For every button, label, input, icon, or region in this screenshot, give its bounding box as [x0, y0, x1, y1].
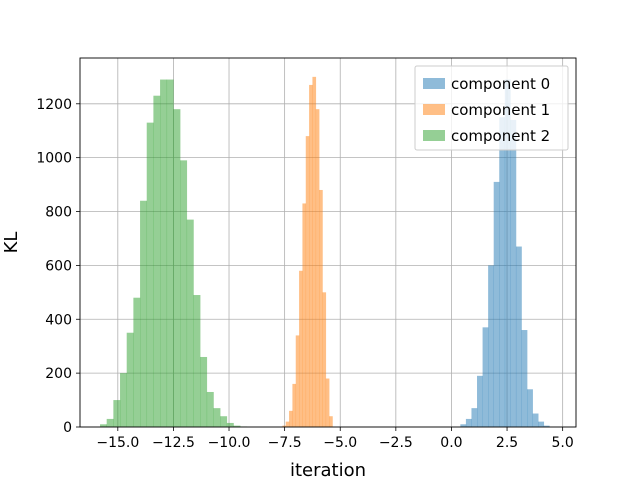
histogram-bar — [477, 375, 483, 427]
histogram-bar — [233, 425, 241, 427]
histogram-bar — [312, 76, 317, 428]
x-tick-label: −15.0 — [96, 435, 139, 451]
histogram-bar — [226, 422, 234, 427]
histogram-bar — [292, 383, 297, 427]
histogram-bar — [153, 95, 161, 427]
y-tick-label: 200 — [45, 366, 72, 382]
histogram-bar — [299, 270, 303, 427]
histogram-bar — [302, 203, 307, 427]
legend-swatch — [423, 78, 445, 89]
histogram-bar — [140, 200, 148, 427]
histogram-bar — [285, 421, 290, 427]
series-2-bars — [100, 79, 248, 428]
legend-box — [414, 65, 569, 151]
y-tick-label: 0 — [63, 420, 72, 436]
histogram-bar — [493, 181, 500, 427]
histogram-bar — [100, 424, 107, 427]
histogram-bar — [289, 410, 293, 427]
histogram-bar — [166, 79, 174, 427]
histogram-bar — [180, 160, 188, 427]
histogram-bars — [100, 76, 550, 428]
histogram-bar — [515, 246, 522, 427]
histogram-bar — [160, 79, 168, 427]
histogram-bar — [146, 122, 154, 427]
histogram-bar — [213, 408, 221, 427]
histogram-bar — [220, 416, 228, 427]
y-axis-label: KL — [1, 232, 22, 254]
histogram-bar — [488, 265, 495, 427]
x-tick-label: −12.5 — [152, 435, 195, 451]
histogram-bar — [325, 378, 330, 427]
legend-entry-label: component 0 — [451, 75, 550, 93]
histogram-bar — [460, 424, 467, 427]
series-1-bars — [282, 76, 333, 428]
legend-entry-label: component 1 — [451, 101, 550, 119]
plot-frame — [79, 57, 577, 428]
histogram-bar — [482, 327, 489, 427]
x-tick-label: 0.0 — [440, 435, 462, 451]
histogram-bar — [329, 416, 333, 427]
y-axis-ticks: 0 200 400 600 800 1000 1200 — [36, 97, 80, 436]
histogram-bar — [538, 421, 545, 427]
histogram-bar — [465, 418, 472, 427]
histogram-bar — [499, 117, 506, 427]
x-tick-label: 5.0 — [552, 435, 574, 451]
legend-swatch — [423, 130, 445, 141]
histogram-bar — [206, 391, 214, 427]
histogram-bar — [193, 295, 201, 427]
y-tick-label: 1200 — [36, 97, 72, 113]
x-axis-ticks: −15.0 −12.5 −10.0 −7.5 −5.0 −2.5 0.0 2.5 5.0 — [96, 427, 574, 451]
y-tick-label: 800 — [45, 205, 72, 221]
x-tick-label: −10.0 — [208, 435, 251, 451]
histogram-bar — [527, 389, 533, 427]
histogram-bar — [295, 335, 300, 427]
histogram-bar — [504, 79, 511, 427]
x-axis-label: iteration — [290, 460, 366, 480]
histogram-bar — [200, 356, 208, 427]
histogram-bar — [319, 189, 323, 427]
x-tick-label: −5.0 — [323, 435, 357, 451]
histogram-bar — [521, 330, 528, 427]
legend: component 0 component 1 component 2 — [414, 65, 569, 151]
histogram-bar — [543, 425, 550, 427]
series-0-bars — [460, 79, 550, 427]
histogram-bar — [282, 425, 287, 427]
histogram-bar — [113, 400, 121, 427]
y-tick-label: 600 — [45, 258, 72, 274]
histogram-bar — [471, 408, 478, 427]
histogram-bar — [106, 418, 114, 427]
y-tick-label: 1000 — [36, 151, 72, 167]
histogram-bar — [186, 219, 194, 427]
legend-swatch — [423, 104, 445, 115]
histogram-bar — [173, 109, 181, 428]
x-tick-label: −2.5 — [379, 435, 413, 451]
histogram-bar — [322, 292, 327, 427]
histogram-bar — [532, 413, 539, 427]
histogram-bar — [305, 136, 310, 427]
histogram-bar — [120, 373, 128, 427]
histogram-bar — [309, 84, 313, 428]
histogram-bar — [126, 332, 134, 427]
x-tick-label: −7.5 — [268, 435, 302, 451]
histogram-bar — [510, 119, 517, 427]
histogram-bar — [133, 297, 141, 427]
histogram-bar — [315, 109, 320, 428]
x-tick-label: 2.5 — [496, 435, 518, 451]
legend-entry-label: component 2 — [451, 127, 550, 145]
y-tick-label: 400 — [45, 312, 72, 328]
